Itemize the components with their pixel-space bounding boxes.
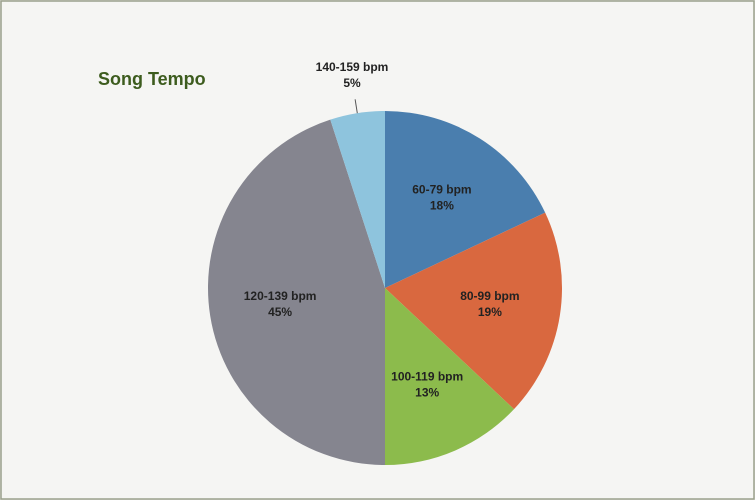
pie-slice xyxy=(330,111,385,288)
slice-label: 140-159 bpm xyxy=(316,60,389,74)
chart-title: Song Tempo xyxy=(98,69,206,89)
slice-value-label: 5% xyxy=(343,76,361,90)
slice-label: 80-99 bpm xyxy=(460,289,519,303)
leader-line xyxy=(354,99,358,114)
pie-slice xyxy=(208,119,385,465)
pie-slice xyxy=(385,212,562,410)
slice-label: 60-79 bpm xyxy=(412,183,471,197)
pie-slice xyxy=(385,111,546,288)
slice-value-label: 19% xyxy=(478,305,502,319)
slice-value-label: 18% xyxy=(430,199,454,213)
slice-value-label: 13% xyxy=(415,386,439,400)
slice-value-label: 45% xyxy=(268,305,292,319)
slice-label: 100-119 bpm xyxy=(391,370,463,384)
pie-slice xyxy=(385,288,515,465)
slice-label: 120-139 bpm xyxy=(244,289,317,303)
